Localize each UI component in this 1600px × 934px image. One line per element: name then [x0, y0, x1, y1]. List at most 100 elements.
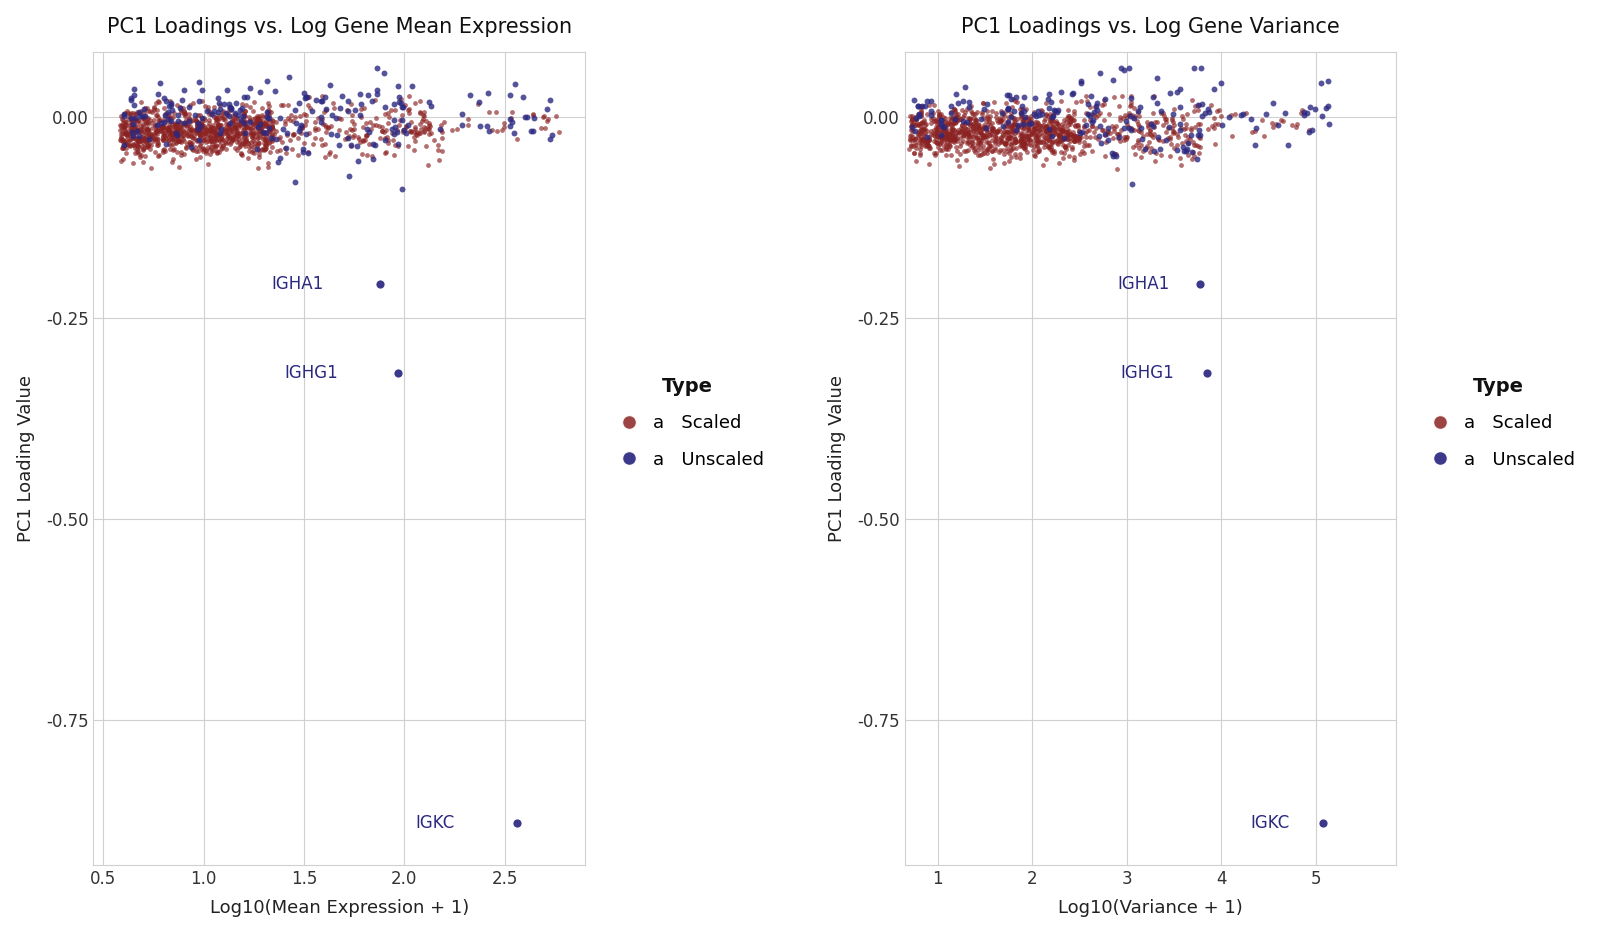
- Point: [251, 137, 277, 152]
- Point: [245, 114, 270, 129]
- Point: [990, 106, 1016, 121]
- Point: [1021, 148, 1046, 163]
- Point: [954, 136, 979, 151]
- Point: [979, 120, 1005, 135]
- Point: [1101, 120, 1126, 135]
- Point: [365, 61, 390, 76]
- Point: [965, 148, 990, 163]
- Point: [387, 94, 413, 109]
- Point: [227, 136, 253, 151]
- Point: [118, 91, 144, 106]
- Point: [402, 124, 427, 139]
- Point: [1107, 112, 1133, 127]
- Point: [195, 157, 221, 172]
- Point: [123, 112, 149, 127]
- Point: [1118, 89, 1144, 104]
- Point: [144, 117, 170, 132]
- Point: [1032, 132, 1058, 147]
- Point: [136, 134, 162, 149]
- Point: [962, 143, 987, 158]
- Point: [1066, 123, 1091, 138]
- Point: [1022, 118, 1048, 133]
- Point: [1018, 113, 1043, 128]
- Point: [939, 112, 965, 127]
- Point: [389, 100, 414, 115]
- Point: [1080, 144, 1106, 159]
- Point: [1043, 120, 1069, 134]
- Point: [926, 108, 952, 123]
- Point: [1030, 122, 1056, 137]
- Point: [1152, 112, 1178, 127]
- Point: [122, 97, 147, 112]
- Point: [246, 112, 272, 127]
- Point: [146, 109, 171, 124]
- Point: [128, 131, 154, 146]
- Point: [293, 118, 318, 133]
- Point: [259, 120, 285, 135]
- Point: [1006, 128, 1032, 143]
- Point: [1142, 154, 1168, 169]
- Point: [994, 144, 1019, 159]
- Point: [310, 117, 336, 132]
- Point: [171, 122, 197, 137]
- Point: [234, 118, 259, 133]
- Point: [1038, 110, 1064, 125]
- Point: [899, 111, 925, 126]
- Point: [186, 144, 211, 159]
- Point: [259, 105, 285, 120]
- Point: [150, 132, 176, 147]
- Point: [971, 129, 997, 144]
- Point: [190, 119, 216, 134]
- Point: [1034, 119, 1059, 134]
- Point: [512, 110, 538, 125]
- Point: [1050, 127, 1075, 142]
- Point: [120, 122, 146, 137]
- Point: [912, 126, 938, 141]
- Point: [342, 103, 368, 118]
- Point: [282, 103, 307, 118]
- Point: [181, 127, 206, 142]
- Point: [293, 91, 318, 106]
- Point: [221, 119, 246, 134]
- Point: [989, 134, 1014, 149]
- Point: [1050, 123, 1075, 138]
- Point: [138, 138, 163, 153]
- Point: [200, 143, 226, 158]
- Point: [115, 127, 141, 142]
- Point: [1027, 142, 1053, 157]
- Point: [1048, 134, 1074, 149]
- Point: [970, 120, 995, 135]
- Point: [1045, 136, 1070, 151]
- Point: [189, 111, 214, 126]
- Point: [1022, 120, 1048, 135]
- Point: [170, 128, 195, 143]
- Point: [992, 124, 1018, 139]
- Point: [226, 128, 251, 143]
- Point: [336, 169, 362, 184]
- Point: [1138, 128, 1163, 143]
- Point: [922, 146, 947, 161]
- Point: [165, 121, 190, 136]
- Point: [192, 142, 218, 157]
- Point: [349, 96, 374, 111]
- Point: [133, 134, 158, 149]
- Point: [1310, 816, 1336, 831]
- Point: [389, 107, 414, 122]
- Point: [1069, 125, 1094, 140]
- Point: [979, 139, 1005, 154]
- Point: [162, 106, 187, 120]
- Point: [965, 143, 990, 158]
- Point: [158, 97, 184, 112]
- Point: [934, 116, 960, 131]
- Point: [206, 96, 232, 111]
- Point: [232, 117, 258, 132]
- Point: [242, 131, 267, 146]
- Point: [984, 131, 1010, 146]
- Point: [298, 101, 323, 116]
- Point: [936, 136, 962, 151]
- Point: [922, 122, 947, 137]
- Point: [219, 112, 245, 127]
- Point: [955, 121, 981, 136]
- Point: [1152, 111, 1178, 126]
- Point: [957, 116, 982, 131]
